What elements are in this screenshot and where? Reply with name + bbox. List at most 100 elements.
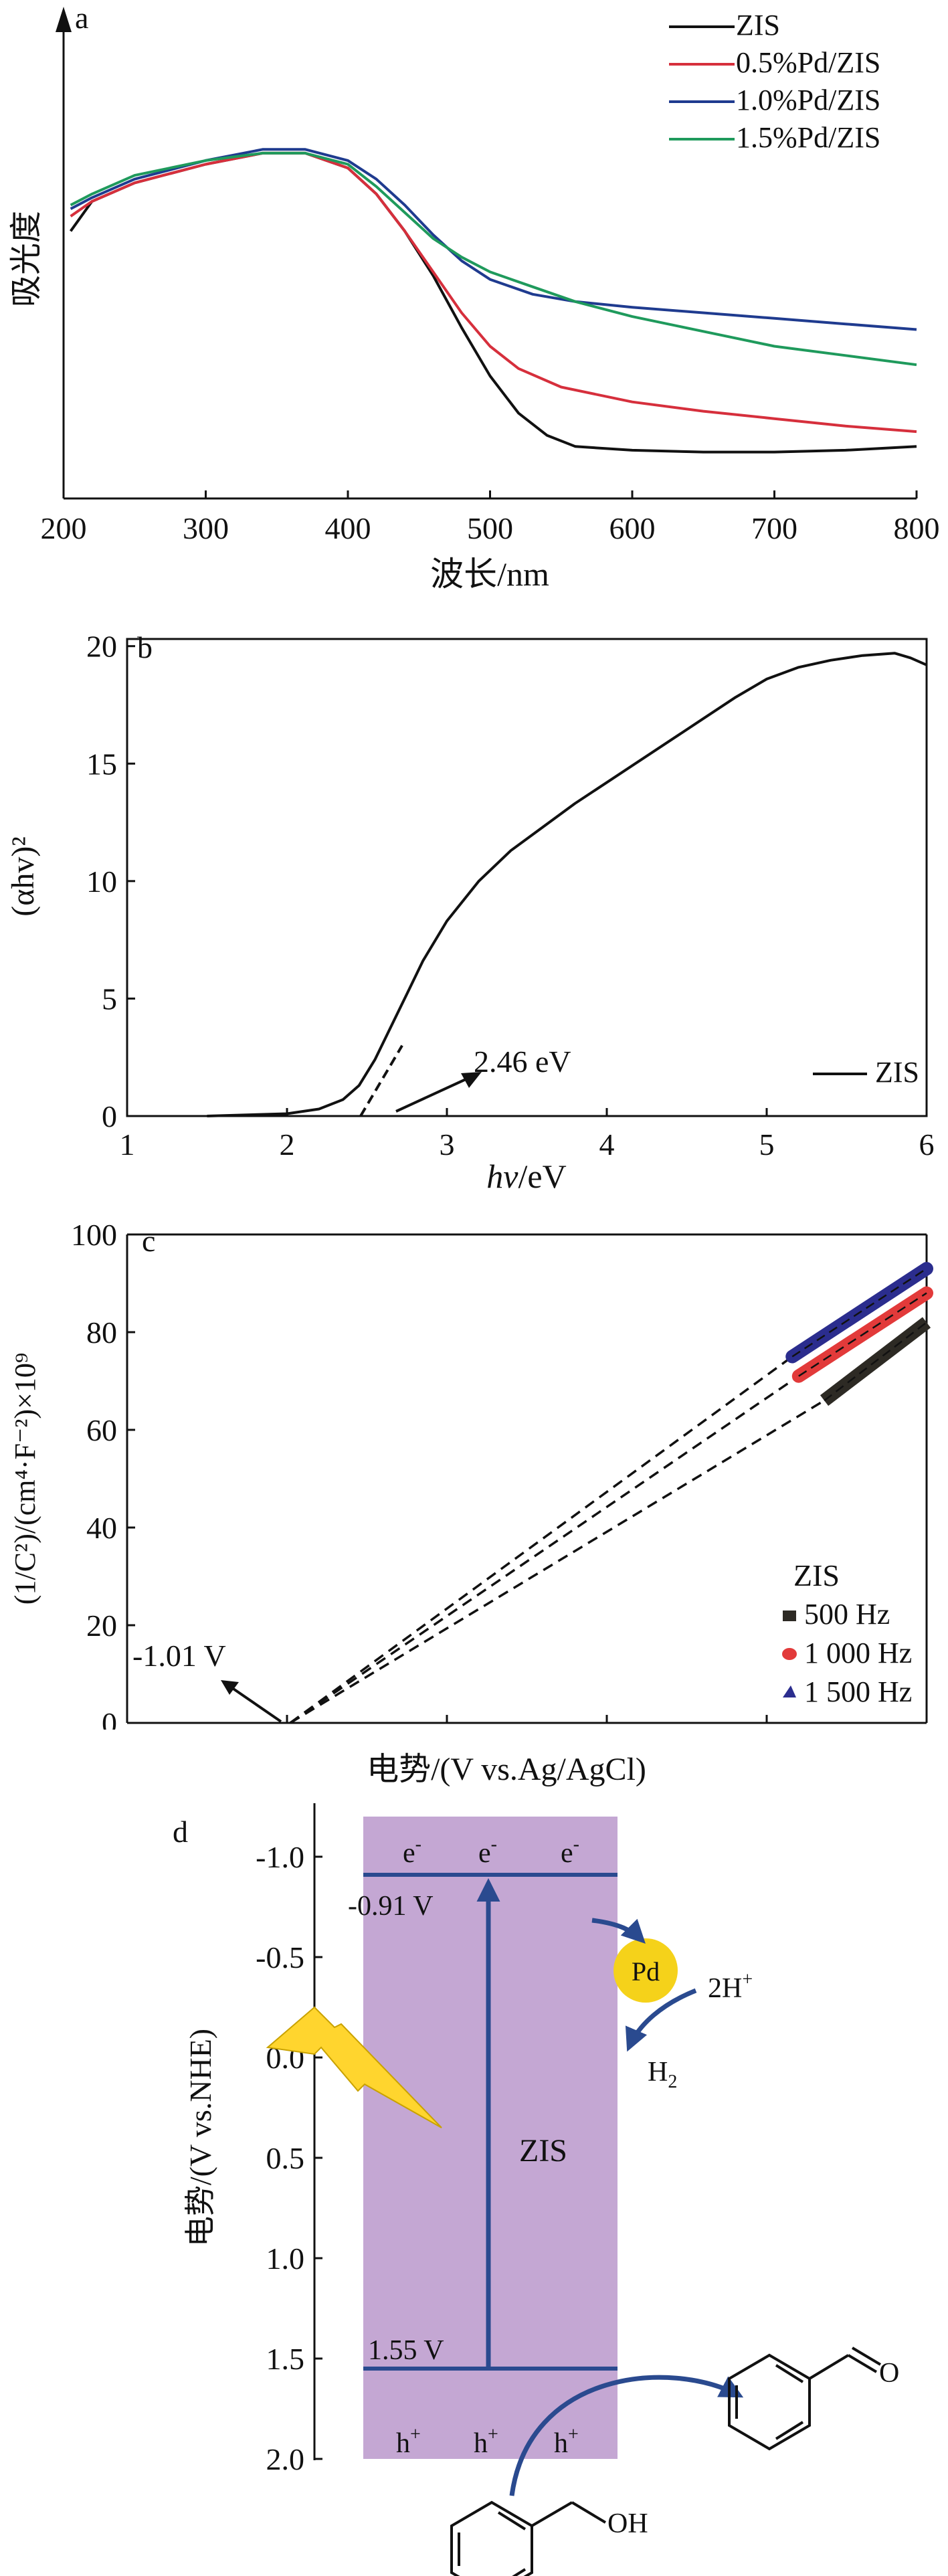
panel-label-d: d — [173, 1815, 188, 1849]
benzyl-alcohol-structure — [450, 2500, 607, 2576]
electron-3-sup: - — [573, 1834, 579, 1855]
legend-label-1000hz: 1 000 Hz — [804, 1637, 912, 1669]
electron-transfer-arrow — [591, 1918, 646, 1944]
benzyl-alcohol-double-2 — [497, 2511, 527, 2531]
x-tick-label-b-3: 3 — [440, 1127, 455, 1162]
electron-2-sup: - — [491, 1834, 497, 1855]
y-axis-label-b: (αhv)² — [5, 836, 41, 917]
h2-evolution-arrow — [625, 1988, 697, 2052]
y-tick-label-c-0: 0 — [102, 1706, 117, 1730]
benzaldehyde-double-3 — [775, 2421, 804, 2440]
chart-b: b 1 2 3 4 5 6 0 5 10 15 20 2.46 eV ZIS hv/eV (αhv)… — [5, 630, 935, 1194]
x-axis-label-c-visible: 电势/(V vs.Ag/AgCl) — [367, 1752, 646, 1787]
x-tick-label-a-700: 700 — [751, 511, 797, 545]
hydrogen-label-sub: 2 — [668, 2072, 677, 2092]
hydrogen-label-text: H — [648, 2057, 668, 2088]
proton-label: 2H+ — [708, 1969, 753, 2004]
y-tick-label-c-40: 40 — [86, 1511, 117, 1545]
chart-a: a 200 300 400 500 600 700 800 波长/nm 吸光度 ZIS 0.… — [9, 1, 940, 593]
x-tick-label-a-600: 600 — [609, 511, 656, 545]
vb-potential-label: 1.55 V — [368, 2335, 444, 2366]
carbonyl-label: O — [879, 2358, 899, 2389]
band-gap-label: 2.46 eV — [474, 1044, 571, 1079]
electron-3-sym: e — [561, 1838, 573, 1869]
band-gap-arrow — [395, 1075, 472, 1113]
x-axis-label-b: hv/eV — [486, 1158, 566, 1194]
hole-1: h+ — [396, 2424, 421, 2459]
y-tick-label-b-15: 15 — [86, 747, 117, 781]
y-axis-label-d: 电势/(V vs.NHE) — [183, 2029, 217, 2247]
x-tick-label-a-200: 200 — [41, 511, 87, 545]
hole-2-sym: h — [474, 2428, 488, 2459]
y-tick-label-b-20: 20 — [86, 630, 117, 664]
benzyl-alcohol-ring — [450, 2500, 533, 2576]
y-tick-label-b-5: 5 — [102, 982, 117, 1016]
series-line-b-zis — [207, 652, 927, 1117]
hydrogen-label: H2 — [648, 2057, 677, 2092]
electron-1-sup: - — [415, 1834, 421, 1855]
benzaldehyde-cho-bond — [808, 2354, 850, 2380]
x-tick-label-b-6: 6 — [919, 1127, 935, 1162]
y-tick-label-d-1-5: 1.5 — [266, 2342, 305, 2376]
y-tick-label-c-20: 20 — [86, 1608, 117, 1643]
x-axis-label-b-unit: /eV — [518, 1158, 567, 1194]
legend-label-500hz: 500 Hz — [804, 1598, 890, 1631]
fit-line-c-500-hz — [824, 1321, 927, 1402]
holes: h+ h+ h+ — [396, 2424, 579, 2459]
flatband-arrow — [228, 1685, 282, 1723]
x-tick-label-a-400: 400 — [325, 511, 371, 545]
series-line-a-1-5-pd-zis — [70, 151, 917, 367]
y-tick-label-d-0-5: 0.5 — [266, 2141, 305, 2175]
hole-2-sup: + — [488, 2424, 498, 2445]
y-tick-label-d-1-0: -1.0 — [256, 1840, 304, 1874]
proton-label-sup: + — [742, 1969, 753, 1990]
y-tick-label-c-100: 100 — [71, 1218, 117, 1252]
legend-label-1500hz: 1 500 Hz — [804, 1675, 912, 1708]
legend-label-10pd: 1.0%Pd/ZIS — [736, 84, 880, 116]
y-tick-label-d-0-5: -0.5 — [256, 1940, 304, 1974]
band-gap-annotation: 2.46 eV — [395, 1044, 571, 1113]
series-line-a-zis — [69, 151, 917, 454]
hole-3-sup: + — [568, 2424, 579, 2445]
pd-particle — [613, 1938, 678, 2003]
electron-2: e- — [478, 1834, 497, 1869]
hole-3: h+ — [554, 2424, 579, 2459]
hole-1-sup: + — [410, 2424, 421, 2445]
panel-label-c: c — [142, 1224, 155, 1258]
benzyl-alcohol-oh-bond — [571, 2501, 607, 2524]
x-tick-label-b-2: 2 — [280, 1127, 295, 1162]
legend-title-c: ZIS — [793, 1558, 840, 1592]
fit-line-c-1-500-hz — [791, 1268, 927, 1358]
y-axis-label-a: 吸光度 — [9, 211, 44, 307]
x-tick-label-a-500: 500 — [467, 511, 513, 545]
panel-label-b: b — [137, 630, 153, 664]
y-tick-label-c-60: 60 — [86, 1413, 117, 1447]
x-axis-label-a: 波长/nm — [430, 555, 549, 593]
y-axis-arrow-a — [56, 7, 72, 32]
legend-a: ZIS 0.5%Pd/ZIS 1.0%Pd/ZIS 1.5%Pd/ZIS — [669, 9, 880, 154]
electron-1: e- — [403, 1834, 421, 1869]
series-line-a-0-5-pd-zis — [70, 151, 917, 434]
flatband-arrowhead — [221, 1680, 239, 1695]
flatband-label: -1.01 V — [132, 1639, 226, 1673]
hydroxyl-label: OH — [607, 2508, 648, 2539]
legend-label-05pd: 0.5%Pd/ZIS — [736, 46, 880, 79]
legend-marker-1500hz — [783, 1685, 796, 1697]
benzyl-alcohol-double-3 — [512, 2568, 527, 2576]
benzyl-alcohol-ch2-bond — [531, 2501, 573, 2527]
chart-c: c -1.5-1.0-0.50.00.51.0020406080100 -1.0… — [9, 1218, 933, 1730]
plot-frame-b — [126, 638, 928, 1117]
hole-2: h+ — [474, 2424, 498, 2459]
extrapolation-line-c-1-500-hz — [289, 1356, 793, 1724]
x-tick-label-a-800: 800 — [894, 511, 940, 545]
extrapolation-line-c-1-000-hz — [289, 1375, 799, 1724]
hole-1-sym: h — [396, 2428, 410, 2459]
legend-c: ZIS 500 Hz 1 000 Hz 1 500 Hz — [782, 1558, 912, 1708]
lightning-bolt-icon — [266, 2006, 442, 2128]
oxidation-arrow — [509, 2375, 744, 2496]
pd-label: Pd — [632, 1956, 660, 1987]
y-axis-label-c: (1/C²)/(cm⁴·F⁻²)×10⁹ — [9, 1353, 41, 1604]
diagram-d: d -1.0-0.50.00.51.01.52.0 电势/(V vs.NHE) … — [173, 1803, 899, 2576]
legend-label-b-zis: ZIS — [875, 1056, 919, 1089]
benzaldehyde-co-bond-2 — [851, 2347, 882, 2366]
